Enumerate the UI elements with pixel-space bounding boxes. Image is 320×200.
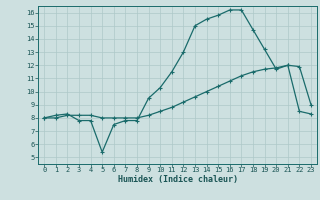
- X-axis label: Humidex (Indice chaleur): Humidex (Indice chaleur): [118, 175, 238, 184]
